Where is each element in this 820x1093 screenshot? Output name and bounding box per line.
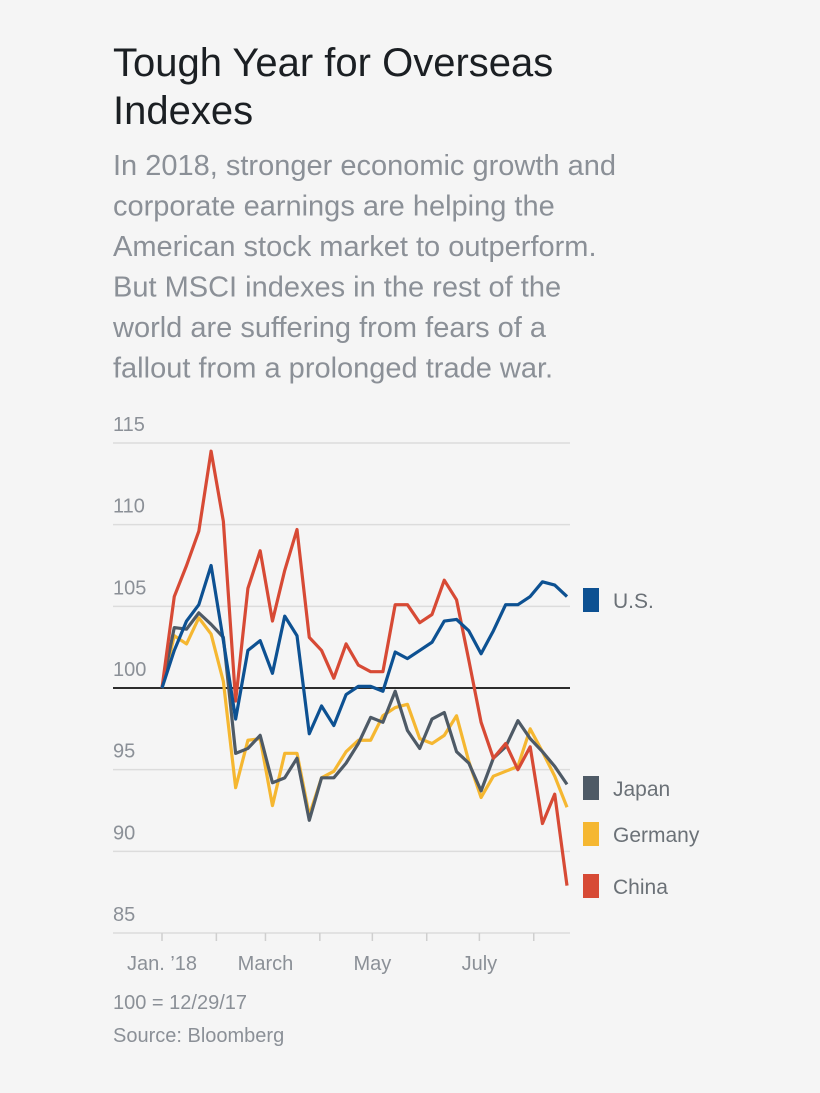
chart-subtitle: corporate earnings are helping the: [113, 191, 555, 223]
chart-subtitle: American stock market to outperform.: [113, 231, 597, 263]
x-tick-label: May: [353, 953, 391, 975]
legend-swatch: [583, 874, 599, 898]
chart-subtitle: world are suffering from fears of a: [112, 312, 547, 344]
y-tick-label: 110: [113, 496, 145, 518]
chart-subtitle: fallout from a prolonged trade war.: [113, 353, 553, 385]
y-tick-label: 90: [113, 822, 135, 844]
y-tick-label: 105: [113, 577, 146, 599]
x-tick-label: March: [238, 953, 294, 975]
x-tick-label: July: [462, 953, 498, 975]
y-tick-label: 85: [113, 904, 135, 926]
x-tick-label: Jan. ’18: [127, 953, 197, 975]
legend-swatch: [583, 588, 599, 612]
chart-subtitle: In 2018, stronger economic growth and: [113, 150, 616, 182]
legend-label: Japan: [613, 778, 670, 801]
y-tick-label: 100: [113, 659, 146, 681]
legend-label: U.S.: [613, 590, 654, 613]
note: 100 = 12/29/17: [113, 992, 247, 1014]
series-line: [160, 449, 569, 886]
chart-title: Tough Year for Overseas: [113, 41, 553, 85]
legend-swatch: [583, 822, 599, 846]
y-tick-label: 115: [113, 414, 145, 436]
chart-subtitle: But MSCI indexes in the rest of the: [113, 272, 561, 304]
legend-label: China: [613, 876, 668, 899]
series-line: [160, 563, 569, 736]
note: Source: Bloomberg: [113, 1025, 284, 1047]
series-line: [160, 616, 569, 817]
y-tick-label: 95: [113, 741, 135, 763]
chart-title: Indexes: [113, 89, 253, 133]
legend-swatch: [583, 776, 599, 800]
legend-label: Germany: [613, 824, 700, 847]
